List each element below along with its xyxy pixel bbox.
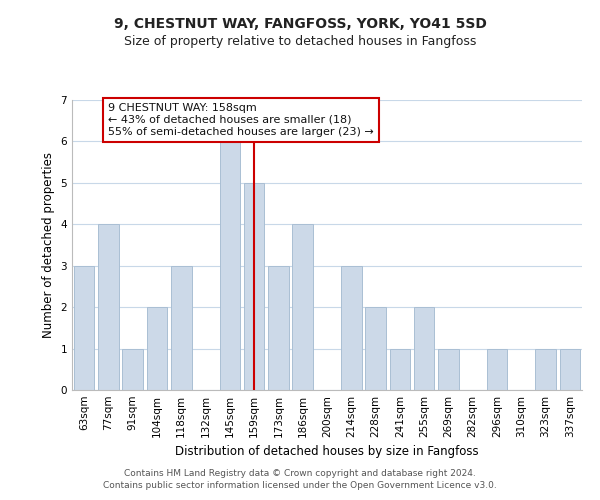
Bar [244, 183, 265, 390]
Text: 9, CHESTNUT WAY, FANGFOSS, YORK, YO41 5SD: 9, CHESTNUT WAY, FANGFOSS, YORK, YO41 5S… [113, 18, 487, 32]
Y-axis label: Number of detached properties: Number of detached properties [42, 152, 55, 338]
Text: Contains public sector information licensed under the Open Government Licence v3: Contains public sector information licen… [103, 481, 497, 490]
Bar [171, 266, 191, 390]
Bar [341, 266, 362, 390]
Bar [220, 142, 240, 390]
Bar [98, 224, 119, 390]
Bar [365, 307, 386, 390]
Bar [146, 307, 167, 390]
Bar [292, 224, 313, 390]
Bar [438, 348, 459, 390]
Text: 9 CHESTNUT WAY: 158sqm
← 43% of detached houses are smaller (18)
55% of semi-det: 9 CHESTNUT WAY: 158sqm ← 43% of detached… [109, 104, 374, 136]
Bar [389, 348, 410, 390]
Text: Contains HM Land Registry data © Crown copyright and database right 2024.: Contains HM Land Registry data © Crown c… [124, 468, 476, 477]
Bar [268, 266, 289, 390]
Text: Size of property relative to detached houses in Fangfoss: Size of property relative to detached ho… [124, 35, 476, 48]
Bar [535, 348, 556, 390]
Bar [560, 348, 580, 390]
Bar [487, 348, 508, 390]
Bar [122, 348, 143, 390]
X-axis label: Distribution of detached houses by size in Fangfoss: Distribution of detached houses by size … [175, 446, 479, 458]
Bar [74, 266, 94, 390]
Bar [414, 307, 434, 390]
